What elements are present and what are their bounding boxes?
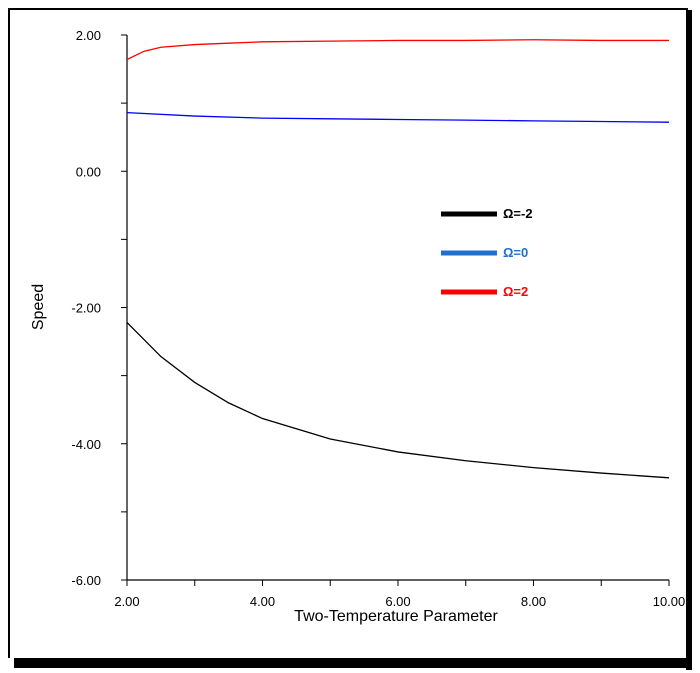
series-line (126, 39, 669, 61)
series-line (126, 322, 670, 479)
legend: Ω=-2 Ω=0 Ω=2 (441, 206, 533, 299)
x-tick-label: 6.00 (385, 594, 410, 609)
y-tick-label: 2.00 (76, 28, 101, 43)
y-tick-label: -2.00 (71, 301, 101, 316)
frame-shadow-right (686, 10, 692, 670)
y-tick-label: 0.00 (76, 164, 101, 179)
y-tick-label: -6.00 (71, 573, 101, 588)
chart-frame (8, 8, 688, 658)
x-tick-label: 2.00 (114, 594, 139, 609)
legend-label: Ω=-2 (503, 206, 533, 221)
axes: 2.00 0.00 -2.00 -4.00 -6.00 2.00 4.00 6.00 8.00 1… (71, 28, 685, 609)
series-line (126, 112, 670, 123)
x-tick-label: 8.00 (521, 594, 546, 609)
frame-shadow-bottom (14, 658, 692, 668)
x-axis-title: Two-Temperature Parameter (294, 608, 498, 625)
y-tick-label: -4.00 (71, 437, 101, 452)
y-axis-title: Speed (30, 284, 47, 330)
legend-label: Ω=0 (503, 245, 528, 260)
x-tick-label: 4.00 (250, 594, 275, 609)
legend-label: Ω=2 (503, 284, 528, 299)
series-layer (126, 39, 670, 479)
x-tick-label: 10.00 (653, 594, 686, 609)
